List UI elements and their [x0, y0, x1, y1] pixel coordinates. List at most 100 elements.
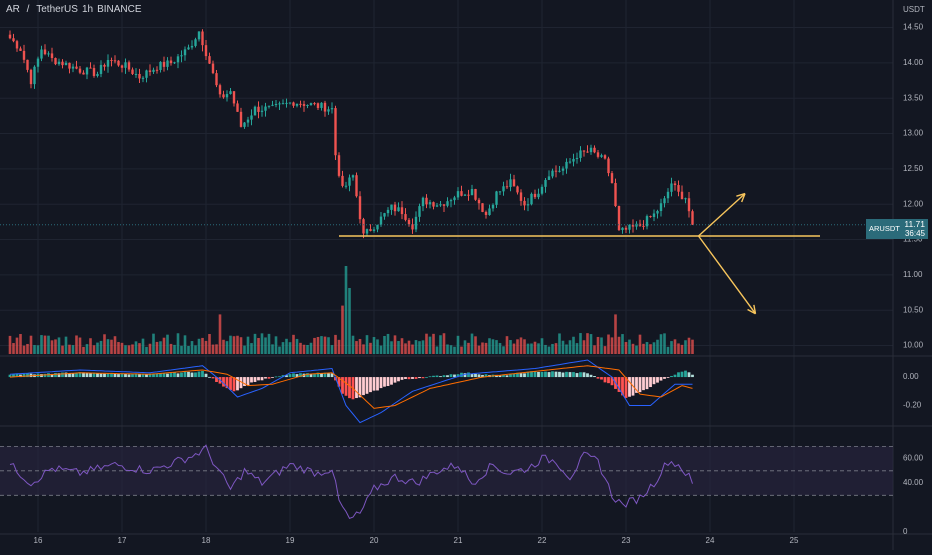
macd-histogram-bar: [474, 373, 477, 378]
macd-histogram-bar: [89, 373, 92, 378]
macd-histogram-bar: [54, 372, 57, 378]
macd-histogram-bar: [421, 377, 425, 379]
candle-body: [589, 147, 593, 153]
volume-bar: [222, 339, 225, 354]
candle-body: [656, 211, 659, 214]
time-axis[interactable]: 16 17 18 19 20 21 22 23 24 25: [34, 536, 799, 545]
volume-bar: [509, 340, 512, 354]
macd-histogram-bar: [386, 377, 390, 387]
macd-histogram-bar: [670, 375, 673, 378]
volume-bar: [358, 338, 362, 354]
time-tick-label: 20: [370, 536, 379, 545]
candle-body: [267, 105, 271, 107]
volume-bar: [691, 339, 694, 354]
volume-bar: [187, 345, 190, 354]
macd-histogram-bar: [635, 377, 638, 393]
macd-histogram-bar: [376, 377, 379, 391]
macd-histogram-bar: [400, 377, 404, 380]
candle-body: [96, 73, 99, 76]
volume-bar: [57, 337, 61, 354]
macd-histogram-bar: [456, 374, 460, 378]
volume-bar: [78, 337, 82, 354]
volume-bar: [621, 334, 624, 354]
macd-tick-label: -0.20: [903, 401, 922, 410]
macd-histogram-bar: [204, 373, 208, 378]
candle-body: [215, 73, 218, 86]
currency-label[interactable]: USDT: [903, 5, 925, 14]
macd-histogram-bar: [278, 376, 281, 378]
macd-histogram-bar: [257, 377, 260, 381]
macd-histogram-bar: [586, 373, 589, 378]
macd-histogram-bar: [292, 373, 295, 378]
candle-body: [484, 211, 488, 215]
candle-body: [187, 47, 190, 50]
candle-body: [460, 191, 463, 196]
time-tick-label: 21: [454, 536, 463, 545]
volume-bar: [194, 345, 197, 354]
volume-bar: [383, 335, 386, 354]
macd-histogram-bar: [610, 377, 614, 386]
macd-histogram-bar: [61, 372, 64, 378]
macd-histogram-bar: [180, 372, 183, 378]
price-tick-label: 10.00: [903, 341, 924, 350]
symbol-header[interactable]: AR / TetherUS 1h BINANCE: [6, 4, 146, 15]
candle-body: [351, 175, 355, 178]
macd-histogram-bar: [99, 373, 103, 378]
volume-bar: [120, 342, 124, 354]
volume-bar: [19, 334, 22, 354]
candle-body: [22, 50, 26, 60]
candle-body: [477, 199, 481, 204]
volume-bar: [281, 342, 285, 354]
support-level[interactable]: [0, 192, 893, 315]
volume-bar: [642, 343, 645, 354]
volume-bar: [512, 343, 516, 354]
candle-body: [50, 53, 54, 59]
price-axis[interactable]: 14.50 14.00 13.50 13.00 12.50 12.00 11.50 11.00…: [903, 23, 924, 536]
macd-histogram-bar: [145, 374, 148, 378]
macd-histogram-bar: [271, 377, 274, 378]
macd-histogram-bar: [572, 372, 575, 378]
macd-histogram-bar: [124, 373, 127, 378]
volume-bar: [568, 340, 572, 354]
macd-histogram-bar: [159, 373, 162, 378]
volume-bar: [309, 342, 313, 354]
candle-body: [162, 61, 166, 67]
volume-bar: [36, 345, 40, 354]
volume-bar: [586, 333, 589, 354]
candle-body: [593, 147, 596, 153]
candlestick-series[interactable]: [8, 29, 694, 239]
macd-histogram-bar: [509, 374, 512, 378]
candle-body: [103, 64, 106, 67]
symbol-name: AR: [6, 4, 20, 15]
volume-bar: [320, 336, 323, 354]
macd-histogram-bar: [498, 375, 502, 378]
macd-histogram-bar: [397, 377, 400, 382]
macd-histogram-bar: [414, 377, 418, 379]
candle-body: [558, 170, 561, 172]
macd-histogram-bar: [470, 373, 474, 378]
candle-body: [446, 201, 449, 206]
time-tick-label: 25: [790, 536, 799, 545]
volume-bar: [71, 345, 75, 354]
candle-body: [642, 225, 645, 227]
volume-bar: [85, 344, 89, 354]
volume-bar: [666, 346, 670, 354]
price-tick-label: 11.00: [903, 270, 923, 279]
volume-bar: [607, 334, 610, 354]
volume-bar: [610, 337, 614, 354]
macd-histogram-bar: [439, 376, 442, 378]
macd-histogram-bar: [607, 377, 610, 384]
volume-bar: [677, 343, 680, 354]
volume-bar: [64, 336, 68, 354]
volume-bar: [603, 346, 607, 354]
volume-bar: [439, 335, 442, 354]
volume-bar: [540, 338, 544, 354]
macd-histogram-bar: [600, 377, 603, 380]
volume-bar: [411, 344, 414, 354]
price-tick-label: 12.00: [903, 199, 924, 208]
candle-body: [407, 219, 411, 225]
macd-histogram-bar: [299, 373, 302, 378]
volume-bar: [113, 336, 117, 354]
